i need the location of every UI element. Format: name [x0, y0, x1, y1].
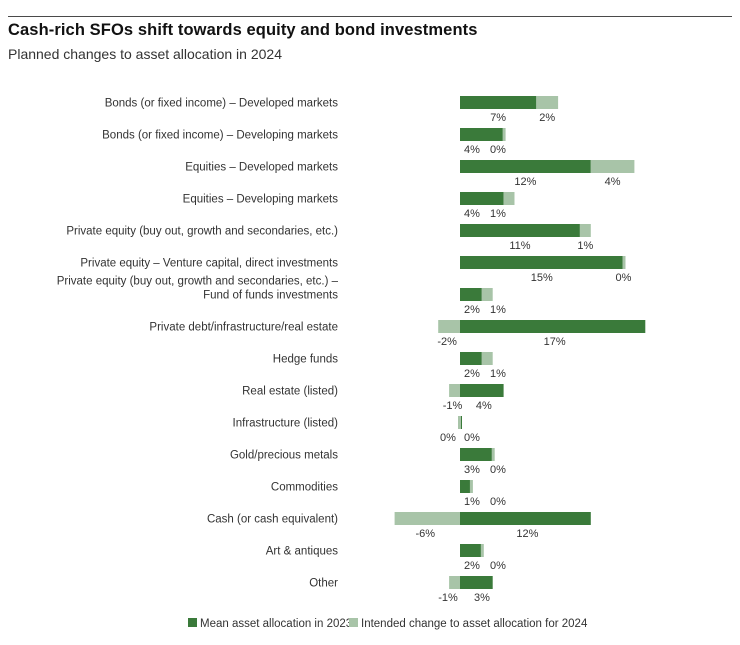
value-label-2023: 12% [516, 528, 538, 540]
value-label-2024: 0% [490, 144, 506, 156]
value-label-2024: -2% [437, 336, 457, 348]
value-label-2024: 0% [616, 272, 632, 284]
category-label: Real estate (listed) [242, 386, 338, 398]
value-label-2023: 17% [544, 336, 566, 348]
category-label: Commodities [271, 482, 338, 494]
value-label-2023: 4% [476, 400, 492, 412]
category-label: Bonds (or fixed income) – Developing mar… [102, 130, 338, 142]
bar-2023 [460, 320, 646, 333]
title-rule [8, 16, 732, 17]
value-label-2023: 11% [509, 240, 530, 252]
value-label-2024: -1% [438, 592, 458, 604]
bar-2023 [460, 448, 493, 461]
legend-label-2023: Mean asset allocation in 2023 [200, 618, 352, 630]
value-label-2023: 2% [464, 560, 480, 572]
category-label: Private equity – Venture capital, direct… [80, 258, 338, 270]
bar-2024-change [481, 352, 493, 365]
value-label-2024: 4% [605, 176, 621, 188]
category-label: Hedge funds [273, 354, 338, 366]
category-label: Other [309, 578, 338, 590]
value-label-2023: 2% [464, 304, 480, 316]
bar-2024-change [590, 160, 635, 173]
value-label-2023: 12% [514, 176, 536, 188]
bar-2024-change [449, 576, 460, 589]
bar-2023 [460, 288, 482, 301]
bar-2023 [460, 544, 482, 557]
bar-2023 [460, 384, 504, 397]
category-label: Private equity (buy out, growth and seco… [66, 226, 338, 238]
bar-2023 [460, 480, 471, 493]
value-label-2024: 1% [577, 240, 593, 252]
category-label: Infrastructure (listed) [233, 418, 339, 430]
value-label-2024: 0% [490, 496, 506, 508]
value-label-2024: 2% [539, 112, 555, 124]
value-label-2023: 4% [464, 144, 480, 156]
bar-2023 [460, 192, 504, 205]
legend-swatch-2023 [188, 618, 197, 627]
category-label: Private debt/infrastructure/real estate [149, 322, 338, 334]
category-label: Equities – Developing markets [183, 194, 339, 206]
bar-2024-change [503, 192, 515, 205]
value-label-2023: 15% [531, 272, 553, 284]
value-label-2023: 0% [440, 432, 456, 444]
bar-2024-change [449, 384, 460, 397]
value-label-2024: 1% [490, 208, 506, 220]
bar-2023 [460, 160, 591, 173]
value-label-2023: 3% [474, 592, 490, 604]
value-label-2023: 3% [464, 464, 480, 476]
bar-2024-change [480, 544, 484, 557]
bar-2023 [460, 128, 504, 141]
category-label: Private equity (buy out, growth and seco… [57, 276, 339, 288]
bar-2024-change [438, 320, 460, 333]
value-label-2024: 1% [490, 368, 506, 380]
bar-2024-change [536, 96, 559, 109]
legend-label-2024: Intended change to asset allocation for … [361, 618, 588, 630]
value-label-2023: 1% [464, 496, 480, 508]
value-label-2024: -1% [443, 400, 463, 412]
bar-2023 [460, 96, 537, 109]
value-label-2024: 0% [490, 464, 506, 476]
bar-2024-change [458, 416, 461, 429]
bar-2023 [460, 256, 624, 269]
bar-2023 [460, 576, 493, 589]
category-label: Cash (or cash equivalent) [207, 514, 338, 526]
bar-2024-change [502, 128, 506, 141]
bar-2023 [460, 512, 591, 525]
bar-2023 [460, 224, 580, 237]
legend-swatch-2024 [349, 618, 358, 627]
bar-2024-change [491, 448, 495, 461]
value-label-2023: 7% [490, 112, 506, 124]
bar-2024-change [579, 224, 591, 237]
value-label-2024: 0% [464, 432, 480, 444]
bar-2024-change [394, 512, 460, 525]
value-label-2024: 0% [490, 560, 506, 572]
bar-2024-change [622, 256, 626, 269]
bar-2024-change [481, 288, 493, 301]
chart-subtitle: Planned changes to asset allocation in 2… [8, 46, 282, 62]
category-label: Art & antiques [266, 546, 338, 558]
bar-2024-change [469, 480, 473, 493]
bar-2023 [460, 352, 482, 365]
chart-title: Cash-rich SFOs shift towards equity and … [8, 21, 478, 39]
value-label-2023: 2% [464, 368, 480, 380]
value-label-2024: -6% [416, 528, 436, 540]
value-label-2024: 1% [490, 304, 506, 316]
category-label: Fund of funds investments [203, 290, 338, 302]
category-label: Bonds (or fixed income) – Developed mark… [105, 98, 339, 110]
category-label: Equities – Developed markets [185, 162, 338, 174]
category-label: Gold/precious metals [230, 450, 338, 462]
value-label-2023: 4% [464, 208, 480, 220]
